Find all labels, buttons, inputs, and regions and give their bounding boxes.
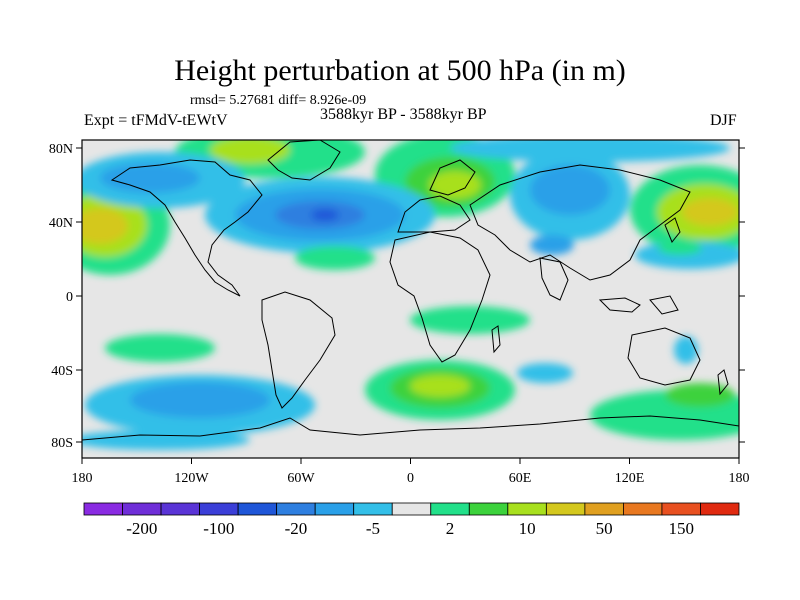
lon-tick-label: 180: [72, 471, 93, 486]
colorbar-swatch: [468, 502, 509, 516]
lat-tick-label: 80N: [49, 142, 73, 157]
season-label: DJF: [710, 112, 737, 129]
colorbar-swatch: [391, 502, 432, 516]
lon-tick-label: 180: [729, 471, 750, 486]
colorbar-swatch: [545, 502, 586, 516]
colorbar-swatch: [122, 502, 162, 516]
colorbar-swatch: [83, 502, 123, 516]
colorbar-swatch: [237, 502, 278, 516]
lon-tick-label: 60W: [287, 471, 315, 486]
colorbar-label: 50: [596, 519, 613, 538]
latitude-axis: 80N 40N 0 40S 80S: [49, 142, 745, 451]
colorbar-swatch: [584, 502, 624, 516]
lon-tick-label: 120W: [174, 471, 209, 486]
lon-tick-label: 120E: [615, 471, 645, 486]
lon-tick-label: 60E: [509, 471, 532, 486]
colorbar: -200 -100 -20 -5 2 10 50 150: [83, 502, 740, 538]
experiment-label: Expt = tFMdV-tEWtV: [84, 112, 228, 129]
lat-tick-label: 80S: [51, 436, 73, 451]
longitude-axis: 180 120W 60W 0 60E 120E 180: [72, 458, 750, 486]
stats-label: rmsd= 5.27681 diff= 8.926e-09: [190, 93, 367, 108]
map-plot-area: [82, 140, 739, 458]
colorbar-swatch: [353, 502, 393, 516]
colorbar-swatch: [199, 502, 239, 516]
colorbar-swatch: [430, 502, 470, 516]
lat-tick-label: 40N: [49, 216, 73, 231]
period-label: 3588kyr BP - 3588kyr BP: [320, 106, 487, 123]
lon-tick-label: 0: [407, 471, 414, 486]
colorbar-swatch: [623, 502, 663, 516]
lat-tick-label: 40S: [51, 364, 73, 379]
colorbar-label: 150: [668, 519, 694, 538]
colorbar-label: 2: [446, 519, 455, 538]
colorbar-label: 10: [519, 519, 536, 538]
colorbar-label: -20: [285, 519, 308, 538]
colorbar-swatch: [276, 502, 316, 516]
colorbar-label: -200: [126, 519, 157, 538]
lat-tick-label: 0: [66, 290, 73, 305]
colorbar-swatch: [700, 502, 740, 516]
map-title: Height perturbation at 500 hPa (in m): [174, 54, 626, 87]
colorbar-swatch: [314, 502, 355, 516]
colorbar-swatch: [661, 502, 701, 516]
colorbar-swatch: [160, 502, 200, 516]
coastlines: [82, 140, 739, 441]
colorbar-label: -5: [366, 519, 380, 538]
colorbar-label: -100: [203, 519, 234, 538]
colorbar-swatch: [507, 502, 547, 516]
